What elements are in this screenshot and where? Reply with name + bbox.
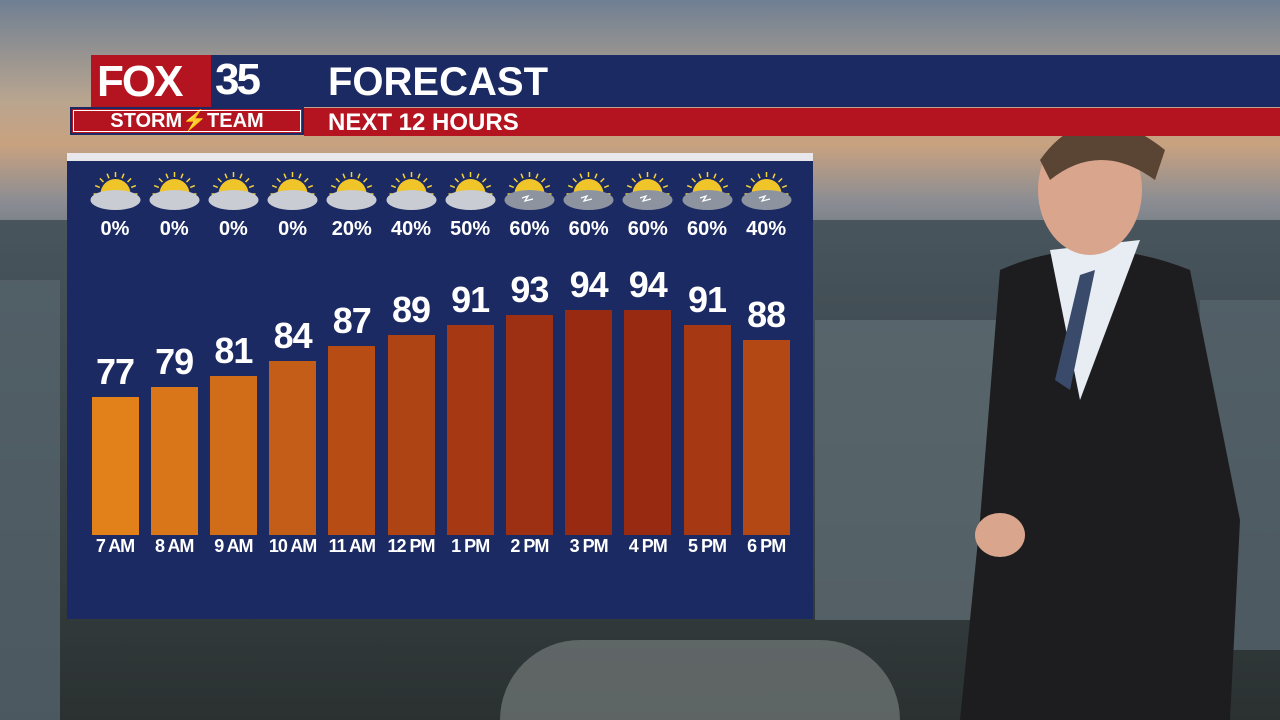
weather-icon-partly-cloudy bbox=[322, 170, 381, 216]
weather-icon-partly-cloudy bbox=[441, 170, 500, 216]
temp-value: 91 bbox=[678, 279, 737, 321]
precip-chance: 0% bbox=[263, 218, 322, 241]
weather-icon-partly-cloudy-thunderstorm bbox=[737, 170, 796, 216]
precip-chance: 60% bbox=[678, 218, 737, 241]
temp-value: 94 bbox=[559, 264, 618, 306]
temp-value: 77 bbox=[86, 351, 145, 393]
temp-value: 89 bbox=[382, 289, 441, 331]
hour-label: 3 PM bbox=[559, 536, 618, 557]
temp-bar bbox=[565, 310, 612, 535]
temp-bar bbox=[328, 346, 375, 535]
hour-label: 4 PM bbox=[618, 536, 677, 557]
precip-chance: 60% bbox=[618, 218, 677, 241]
temp-bar bbox=[269, 361, 316, 535]
temp-bar bbox=[388, 335, 435, 535]
precip-chance: 60% bbox=[559, 218, 618, 241]
weather-icon-partly-cloudy-thunderstorm bbox=[618, 170, 677, 216]
temp-value: 91 bbox=[441, 279, 500, 321]
meteorologist bbox=[940, 100, 1260, 720]
weather-icon-partly-cloudy bbox=[263, 170, 322, 216]
temp-bar bbox=[447, 325, 494, 535]
precip-chance: 0% bbox=[204, 218, 263, 241]
fox35-logo: FOX 35 bbox=[91, 55, 283, 107]
hour-label: 10 AM bbox=[263, 536, 322, 557]
precip-chance: 50% bbox=[441, 218, 500, 241]
weather-icon-partly-cloudy-thunderstorm bbox=[559, 170, 618, 216]
hour-label: 9 AM bbox=[204, 536, 263, 557]
temp-bar bbox=[210, 376, 257, 535]
precip-chance: 0% bbox=[145, 218, 204, 241]
temp-value: 79 bbox=[145, 341, 204, 383]
hour-label: 8 AM bbox=[145, 536, 204, 557]
temp-value: 81 bbox=[204, 330, 263, 372]
precip-chance: 40% bbox=[382, 218, 441, 241]
temp-value: 94 bbox=[618, 264, 677, 306]
temp-bar bbox=[506, 315, 553, 535]
precip-chance: 60% bbox=[500, 218, 559, 241]
weather-icon-partly-cloudy bbox=[382, 170, 441, 216]
temp-value: 87 bbox=[322, 300, 381, 342]
logo-channel: 35 bbox=[211, 55, 283, 107]
temp-value: 93 bbox=[500, 269, 559, 311]
page-title: FORECAST bbox=[328, 60, 548, 105]
hour-label: 11 AM bbox=[322, 536, 381, 557]
hour-label: 7 AM bbox=[86, 536, 145, 557]
hour-label: 2 PM bbox=[500, 536, 559, 557]
temp-bar bbox=[684, 325, 731, 535]
precip-chance: 20% bbox=[322, 218, 381, 241]
storm-team-badge: STORM⚡TEAM bbox=[70, 107, 304, 135]
hour-label: 12 PM bbox=[382, 536, 441, 557]
hour-label: 6 PM bbox=[737, 536, 796, 557]
weather-icon-partly-cloudy bbox=[86, 170, 145, 216]
logo-fox: FOX bbox=[97, 57, 181, 107]
temp-bar bbox=[151, 387, 198, 535]
hour-label: 5 PM bbox=[678, 536, 737, 557]
weather-icon-partly-cloudy-thunderstorm bbox=[500, 170, 559, 216]
page-subtitle: NEXT 12 HOURS bbox=[328, 109, 519, 137]
weather-icon-partly-cloudy-thunderstorm bbox=[678, 170, 737, 216]
temp-value: 88 bbox=[737, 294, 796, 336]
weather-icon-partly-cloudy bbox=[204, 170, 263, 216]
temp-bar bbox=[92, 397, 139, 535]
temp-bar bbox=[624, 310, 671, 535]
precip-chance: 40% bbox=[737, 218, 796, 241]
temp-bar bbox=[743, 340, 790, 535]
weather-icon-partly-cloudy bbox=[145, 170, 204, 216]
hour-label: 1 PM bbox=[441, 536, 500, 557]
temp-value: 84 bbox=[263, 315, 322, 357]
precip-chance: 0% bbox=[86, 218, 145, 241]
